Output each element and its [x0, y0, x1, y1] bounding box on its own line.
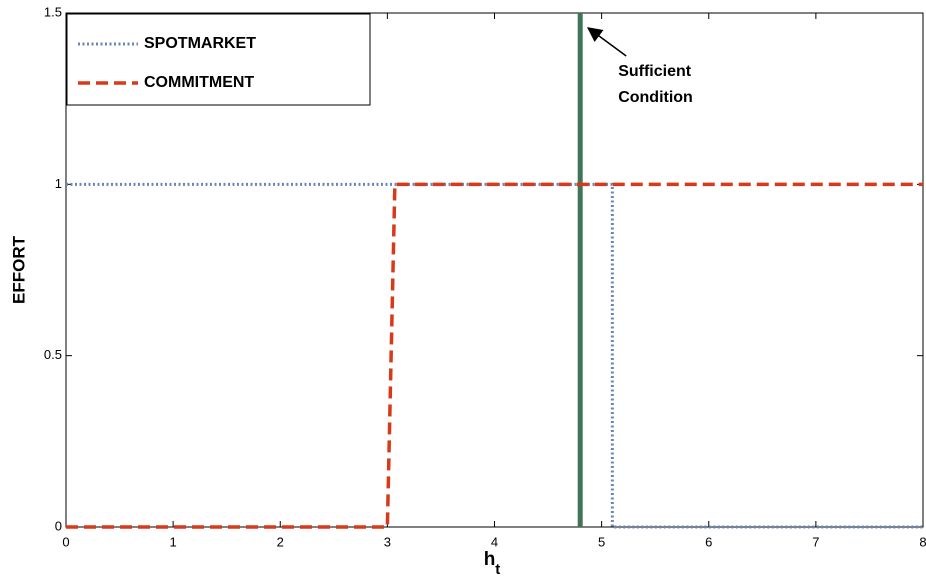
legend-label: COMMITMENT: [144, 74, 254, 91]
x-tick-label: 1: [170, 534, 177, 549]
y-tick-label: 1: [55, 176, 62, 191]
x-tick-label: 4: [491, 534, 498, 549]
series-line: [66, 182, 923, 529]
y-tick-label: 0.5: [44, 347, 62, 362]
y-tick-label: 1.5: [44, 4, 62, 19]
x-tick-label: 5: [598, 534, 605, 549]
x-tick-label: 3: [384, 534, 391, 549]
legend-label: SPOTMARKET: [144, 35, 256, 52]
annotation: Sufficient Condition: [618, 63, 693, 106]
annotation-line: Condition: [618, 89, 693, 106]
y-axis-label: EFFORT: [9, 235, 28, 304]
series-line: [66, 182, 923, 529]
x-axis-label-sub: t: [495, 561, 500, 578]
legend-box: [66, 13, 371, 106]
x-axis-label: ht: [484, 549, 501, 578]
x-tick-label: 0: [62, 534, 69, 549]
x-axis-label-main: h: [484, 549, 496, 570]
y-tick-label: 0: [55, 518, 62, 533]
annotation-line: Sufficient: [618, 63, 692, 80]
x-tick-label: 6: [705, 534, 712, 549]
x-tick-label: 2: [277, 534, 284, 549]
annotation-arrow: [586, 27, 627, 57]
x-tick-label: 8: [919, 534, 926, 549]
x-tick-label: 7: [812, 534, 819, 549]
